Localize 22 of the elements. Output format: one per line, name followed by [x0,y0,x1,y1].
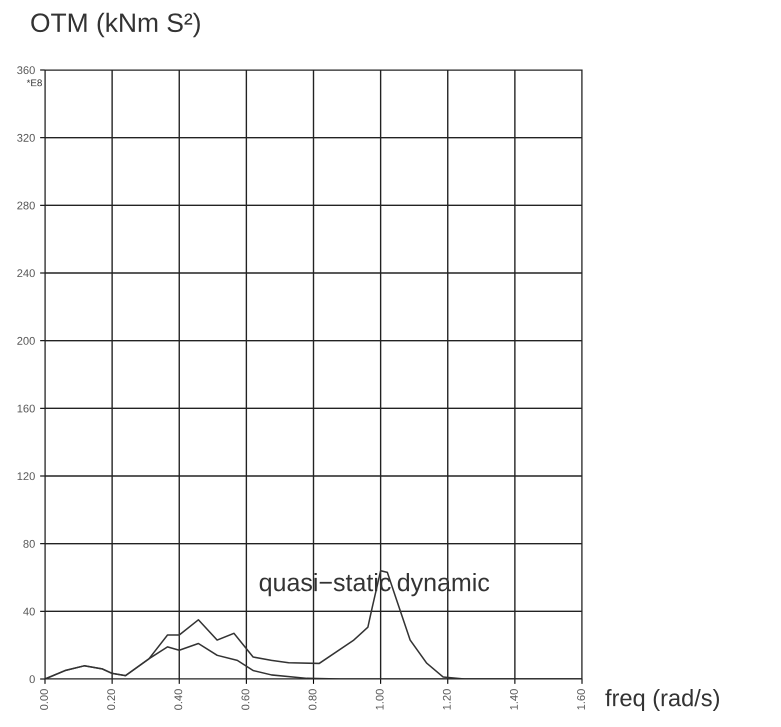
x-tick-label: 0.80 [308,689,316,710]
y-tick-label: 120 [18,472,35,480]
x-tick-label: 1.60 [577,689,585,710]
y-tick-label: 40 [23,608,35,616]
y-tick-label: 0 [30,675,35,684]
x-tick-label: 1.00 [376,689,384,710]
y-axis-title: OTM (kNm S²) [31,12,200,38]
x-tick-label: 0.00 [40,689,48,710]
y-tick-label: 160 [18,404,35,412]
y-tick-label: 320 [17,134,35,142]
x-tick-label: 0.40 [174,689,182,710]
x-tick-label: 0.20 [107,689,116,710]
y-tick-label: 360 [17,66,35,74]
y-tick-label: 200 [17,336,35,345]
x-tick-label: 1.20 [442,689,451,710]
y-tick-label: 80 [23,540,35,548]
y-tick-label: 240 [17,269,35,278]
y-tick-label: 280 [17,202,35,210]
x-tick-label: 1.40 [510,689,518,710]
x-tick-label: 0.60 [241,689,250,710]
x-axis-title: freq (rad/s) [605,688,719,712]
text: *E8 [26,79,42,86]
